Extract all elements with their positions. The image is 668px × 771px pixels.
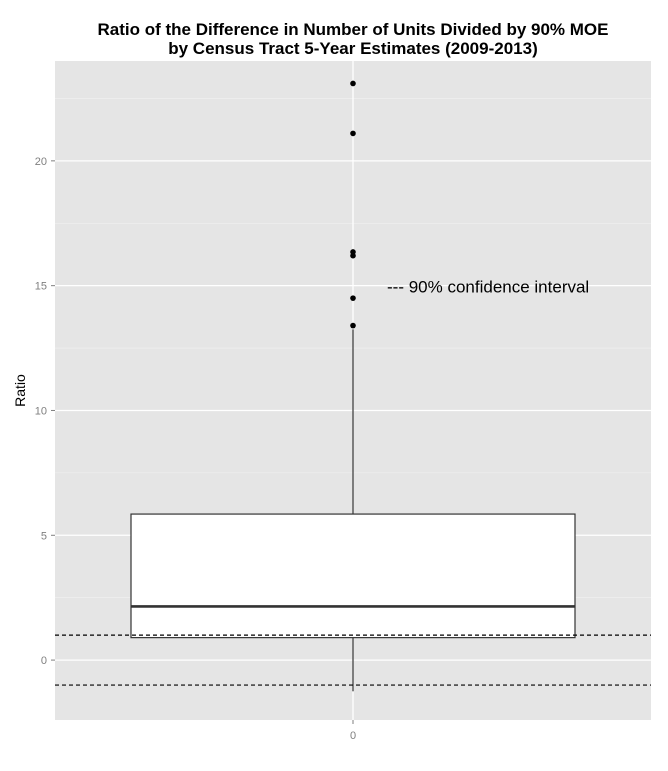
- chart-title: Ratio of the Difference in Number of Uni…: [55, 20, 651, 58]
- x-tick-label: 0: [350, 730, 356, 742]
- annotation-label: --- 90% confidence interval: [387, 278, 589, 297]
- outlier-point: [350, 322, 356, 329]
- y-tick-label: 0: [41, 655, 47, 667]
- y-tick-label: 15: [35, 281, 47, 293]
- outlier-point: [350, 80, 356, 87]
- box-iqr: [130, 513, 576, 639]
- outlier-point: [350, 295, 356, 301]
- y-tick-label: 10: [35, 405, 47, 417]
- y-tick-label: 20: [35, 156, 47, 168]
- chart-title-line-1: Ratio of the Difference in Number of Uni…: [97, 20, 609, 39]
- y-tick-label: 5: [41, 530, 47, 542]
- outlier-point: [350, 130, 356, 137]
- outlier-point: [350, 249, 356, 255]
- chart-title-line-2: by Census Tract 5-Year Estimates (2009-2…: [168, 39, 538, 58]
- y-axis-title: Ratio: [12, 374, 28, 407]
